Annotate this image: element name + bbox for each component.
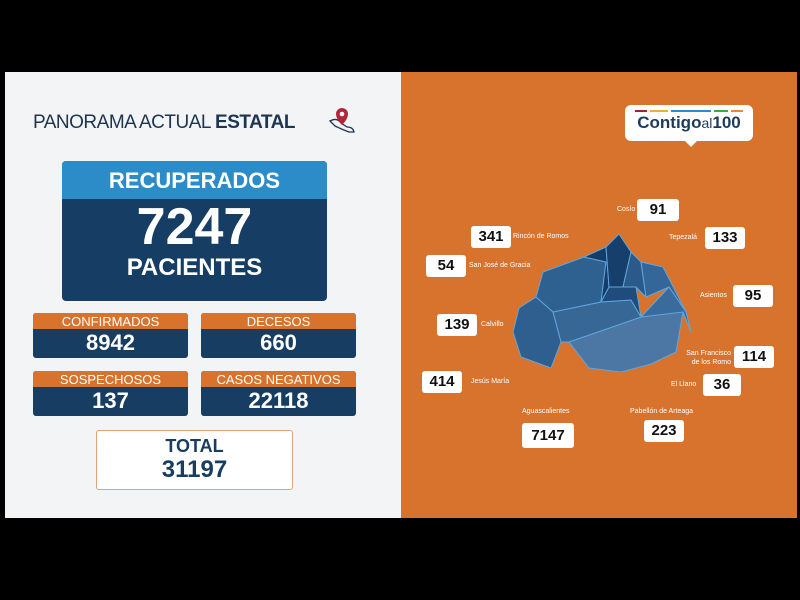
calvillo-label: Calvillo [481,321,504,328]
el-llano-value: 36 [703,374,741,396]
page-title: PANORAMA ACTUAL ESTATAL [33,112,295,134]
asientos-value: 95 [733,285,773,307]
jesus-maria-label: Jesús María [471,378,510,385]
stat-label: DECESOS [201,313,356,329]
tepezala-label: Tepezalá [669,234,698,241]
casos-negativos-card: CASOS NEGATIVOS 22118 [201,371,356,416]
tepezala-value: 133 [705,227,745,249]
cosio-label: Cosío [617,206,636,213]
logo-text: 100 [712,113,741,132]
recuperados-value: 7247 [136,198,253,256]
region-sfr-llano [639,286,692,333]
right-panel: Contigoal100 91 Cosío 341 Rincón de Romo… [401,72,797,518]
san-francisco-value: 114 [734,346,774,368]
mexico-pin-icon [328,108,355,133]
pabellon-value: 223 [644,420,684,442]
stat-value: 8942 [86,330,135,355]
sospechosos-card: SOSPECHOSOS 137 [33,371,188,416]
el-llano-label: El Llano [671,381,697,388]
left-panel: PANORAMA ACTUAL ESTATAL RECUPERADOS 7247… [5,72,401,518]
cosio-value: 91 [637,199,679,221]
stat-value: 22118 [248,388,309,413]
decesos-card: DECESOS 660 [201,313,356,358]
aguascalientes-map [512,233,692,373]
stat-label: CONFIRMADOS [33,313,188,329]
recuperados-unit: PACIENTES [126,254,263,281]
pabellon-label: Pabellón de Arteaga [630,408,694,415]
san-jose-label: San José de Gracia [469,262,531,269]
recuperados-label: RECUPERADOS [62,161,327,199]
rincon-label: Rincón de Romos [513,233,569,240]
confirmados-card: CONFIRMADOS 8942 [33,313,188,358]
san-francisco-label: San Francisco de los Romo [686,350,731,366]
stat-value: 660 [260,330,297,355]
san-jose-value: 54 [426,255,466,277]
aguascalientes-value: 7147 [522,423,574,448]
total-label: TOTAL [165,436,224,456]
asientos-label: Asientos [700,292,727,299]
contigo-al-100-logo: Contigoal100 [625,105,753,147]
stat-label: CASOS NEGATIVOS [201,371,356,387]
rincon-value: 341 [471,226,511,248]
stat-label: SOSPECHOSOS [33,371,188,387]
title-regular: PANORAMA ACTUAL [33,112,216,133]
recuperados-card: RECUPERADOS 7247 PACIENTES [62,161,327,301]
total-card: TOTAL 31197 [96,430,293,490]
logo-text: al [701,115,713,131]
region-pabellon [600,286,642,318]
aguascalientes-label: Aguascalientes [522,408,570,415]
stat-value: 137 [92,388,129,413]
calvillo-value: 139 [437,314,477,336]
title-bold: ESTATAL [215,112,295,133]
logo-text: Contigo [637,113,702,132]
total-value: 31197 [161,456,228,483]
jesus-maria-value: 414 [422,371,462,393]
